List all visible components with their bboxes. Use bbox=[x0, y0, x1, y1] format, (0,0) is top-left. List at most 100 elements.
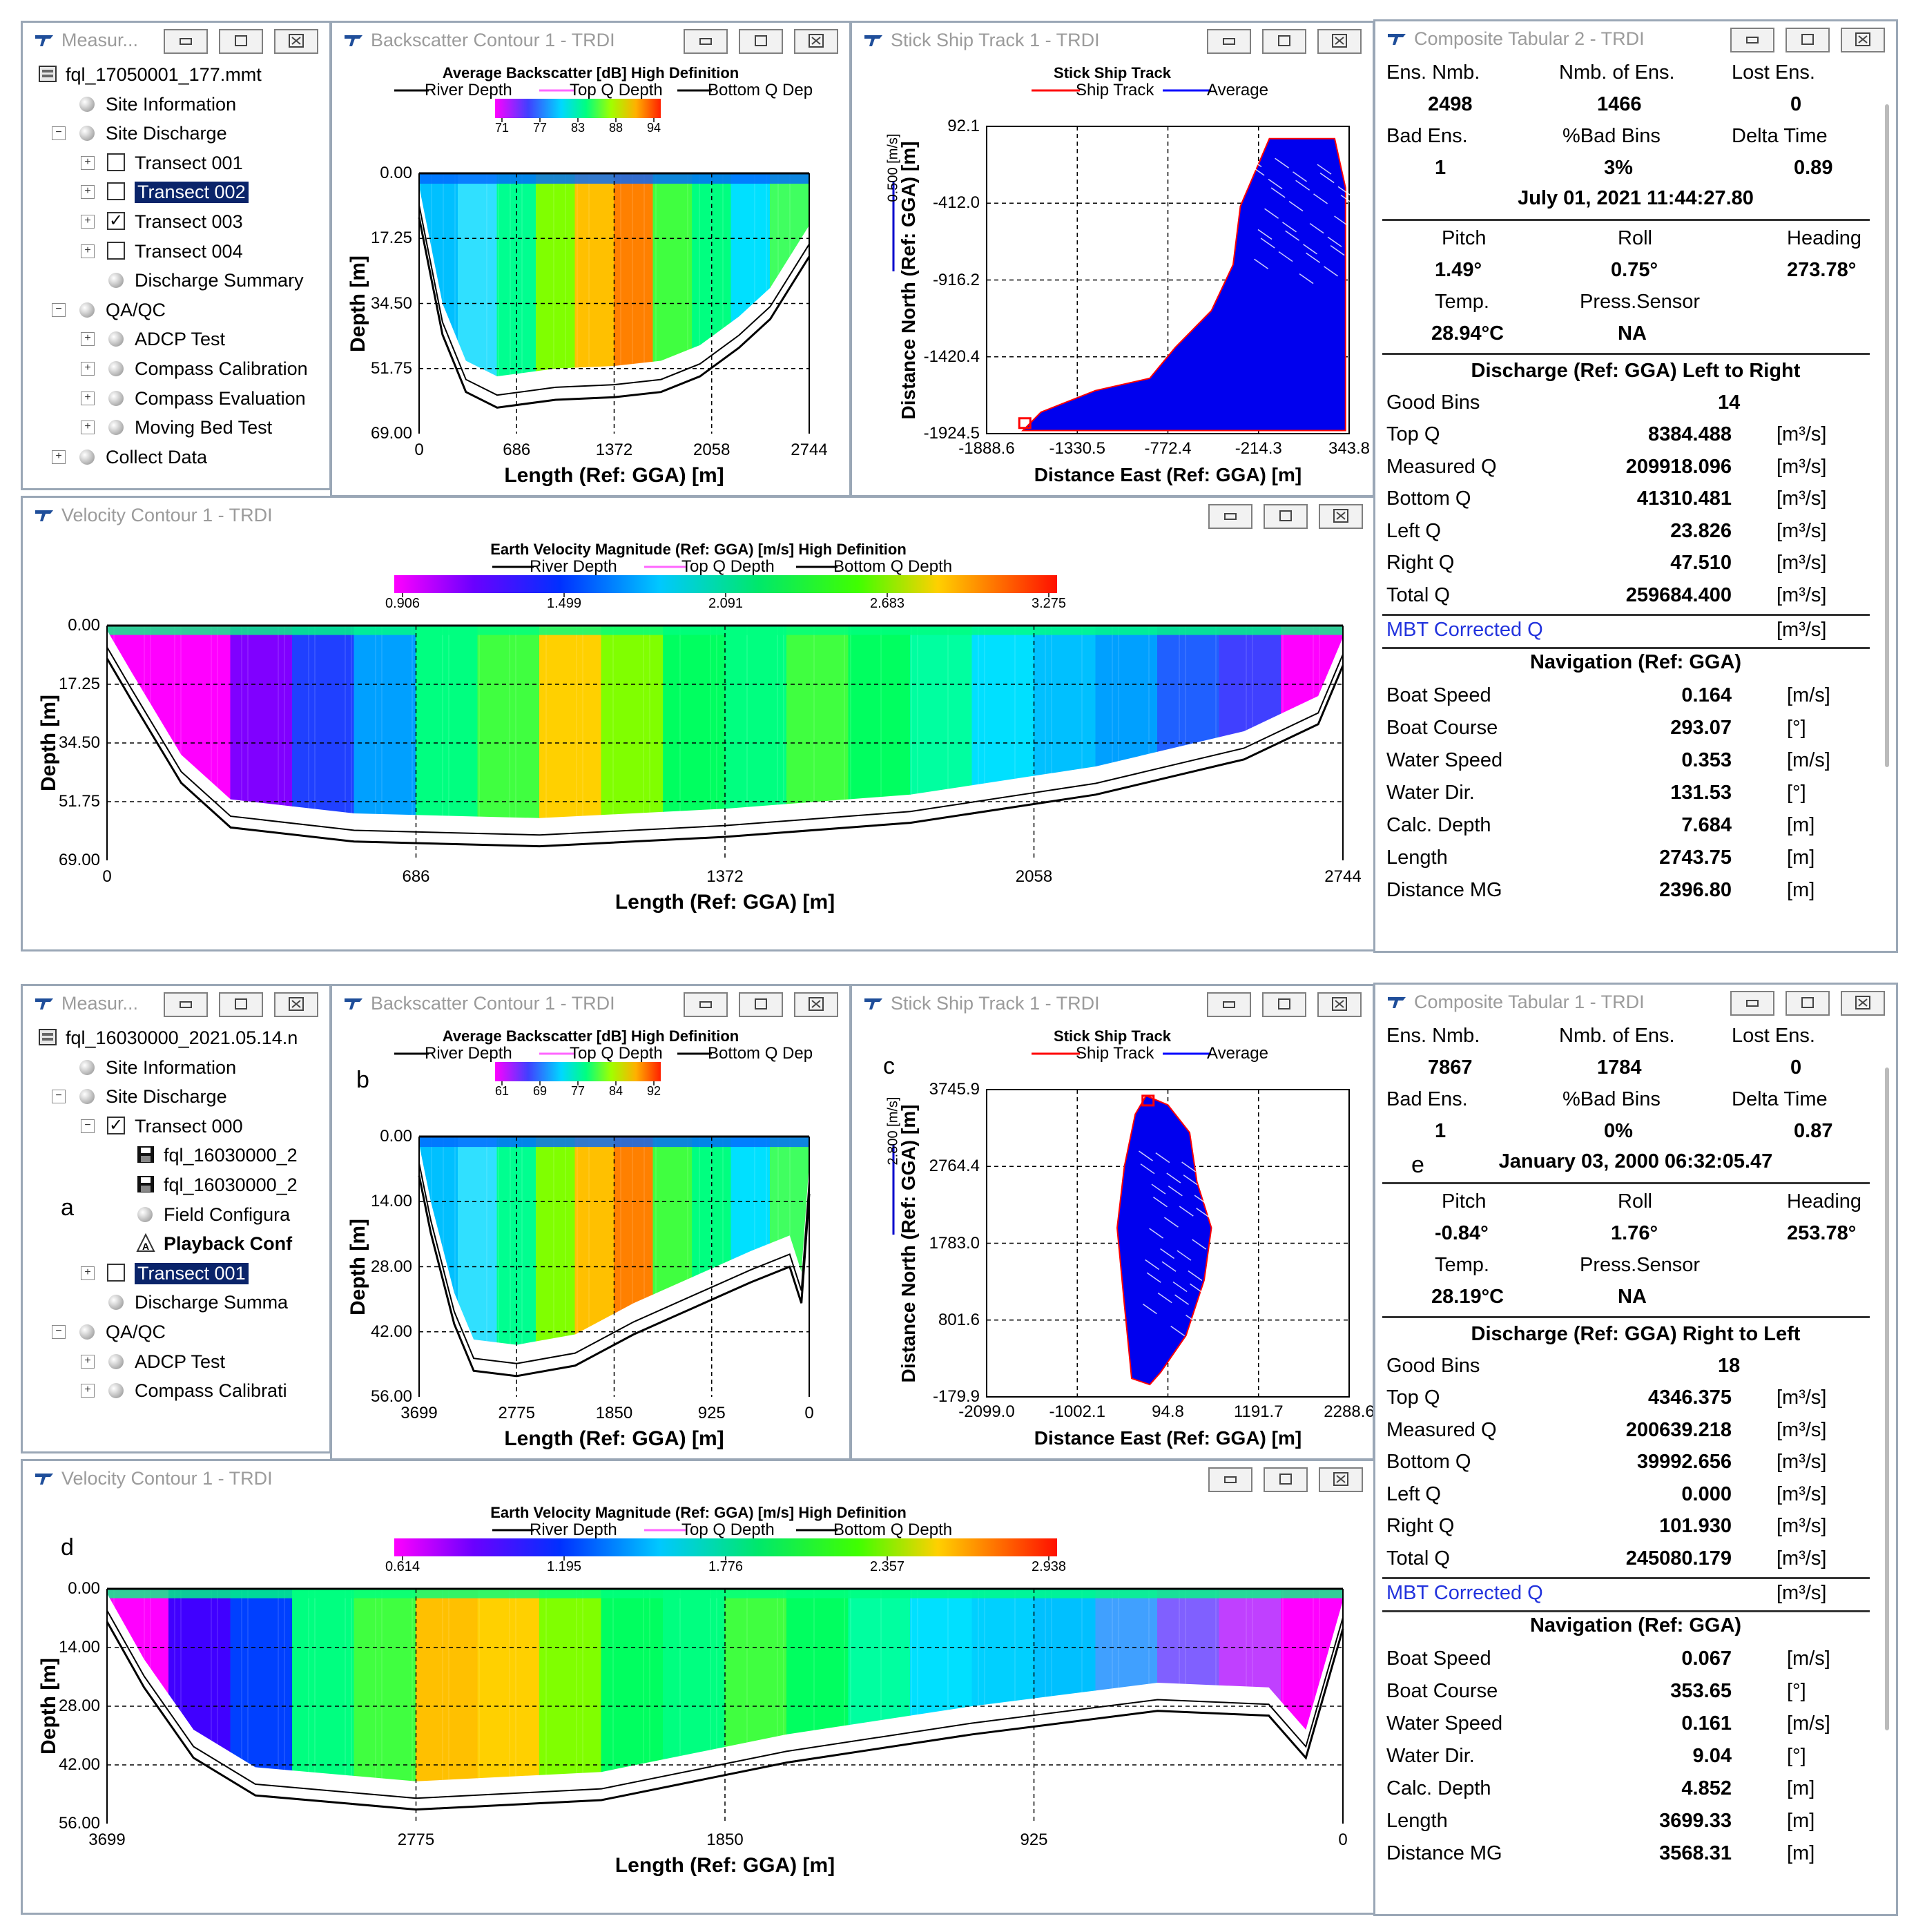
title-bar[interactable]: Measur... bbox=[23, 23, 329, 57]
expand-toggle-icon[interactable]: + bbox=[81, 332, 95, 347]
expand-toggle-icon[interactable]: + bbox=[81, 1266, 95, 1280]
tree-item[interactable]: Discharge Summa bbox=[32, 1288, 320, 1315]
measurement-tree[interactable]: fql_17050001_177.mmt Site Information − Sit… bbox=[32, 57, 320, 479]
tree-item[interactable]: + Collect Data bbox=[32, 443, 320, 470]
minimize-button[interactable] bbox=[1730, 28, 1774, 52]
velocity-contour-plot[interactable] bbox=[23, 1496, 1376, 1915]
measurement-tree[interactable]: fql_16030000_2021.05.14.n Site Informatio… bbox=[32, 1021, 320, 1442]
title-bar[interactable]: Composite Tabular 2 - TRDI bbox=[1375, 21, 1896, 56]
tree-item[interactable]: − QA/QC bbox=[32, 296, 320, 323]
transect-checkbox[interactable] bbox=[107, 182, 125, 201]
tree-item[interactable]: Field Configura bbox=[32, 1200, 320, 1228]
tree-item[interactable]: + Compass Calibrati bbox=[32, 1376, 320, 1404]
tree-item[interactable]: + Compass Evaluation bbox=[32, 384, 320, 412]
mbt-corrected-link[interactable]: MBT Corrected Q bbox=[1386, 1582, 1543, 1604]
transect-checkbox[interactable]: ✓ bbox=[107, 1116, 125, 1134]
velocity-contour-window[interactable]: Velocity Contour 1 - TRDI Earth Velocity … bbox=[21, 496, 1376, 951]
expand-toggle-icon[interactable]: + bbox=[81, 421, 95, 435]
maximize-button[interactable] bbox=[739, 29, 783, 54]
expand-toggle-icon[interactable]: − bbox=[81, 1119, 95, 1133]
measurement-window[interactable]: Measur... fql_17050001_177.mmt Site Inform… bbox=[21, 21, 331, 490]
title-bar[interactable]: Velocity Contour 1 - TRDI bbox=[23, 498, 1374, 532]
maximize-button[interactable] bbox=[1262, 992, 1306, 1017]
title-bar[interactable]: Backscatter Contour 1 - TRDI bbox=[332, 986, 849, 1021]
minimize-button[interactable] bbox=[164, 992, 208, 1017]
expand-toggle-icon[interactable]: − bbox=[52, 126, 66, 141]
tree-item[interactable]: fql_16030000_2 bbox=[32, 1141, 320, 1168]
backscatter-contour-plot[interactable] bbox=[332, 57, 851, 497]
maximize-button[interactable] bbox=[1786, 28, 1830, 52]
expand-toggle-icon[interactable]: + bbox=[81, 215, 95, 229]
tree-item[interactable]: − ✓ Transect 000 bbox=[32, 1112, 320, 1139]
vertical-scrollbar[interactable] bbox=[1885, 1068, 1889, 1730]
tree-item[interactable]: Discharge Summary bbox=[32, 266, 320, 293]
tree-item[interactable]: − QA/QC bbox=[32, 1317, 320, 1345]
title-bar[interactable]: Backscatter Contour 1 - TRDI bbox=[332, 23, 849, 57]
close-button[interactable] bbox=[1841, 991, 1885, 1016]
close-button[interactable] bbox=[274, 992, 318, 1017]
expand-toggle-icon[interactable]: − bbox=[52, 1325, 66, 1339]
expand-toggle-icon[interactable]: + bbox=[81, 1384, 95, 1398]
tree-item[interactable]: − Site Discharge bbox=[32, 1082, 320, 1110]
mbt-corrected-link[interactable]: MBT Corrected Q bbox=[1386, 619, 1543, 641]
tree-item[interactable]: + ADCP Test bbox=[32, 325, 320, 352]
tree-item[interactable]: + Transect 002 bbox=[32, 177, 320, 205]
velocity-contour-window[interactable]: Velocity Contour 1 - TRDI Earth Velocity … bbox=[21, 1459, 1376, 1915]
ship-track-window[interactable]: Stick Ship Track 1 - TRDI Stick Ship Trac… bbox=[850, 21, 1375, 497]
expand-toggle-icon[interactable]: + bbox=[81, 362, 95, 376]
close-button[interactable] bbox=[1317, 29, 1362, 54]
tree-item[interactable]: + ADCP Test bbox=[32, 1347, 320, 1375]
tree-item[interactable]: + ✓ Transect 003 bbox=[32, 207, 320, 235]
maximize-button[interactable] bbox=[1264, 504, 1308, 529]
transect-checkbox[interactable] bbox=[107, 241, 125, 260]
maximize-button[interactable] bbox=[219, 29, 263, 54]
tree-item[interactable]: Site Information bbox=[32, 1053, 320, 1081]
close-button[interactable] bbox=[274, 29, 318, 54]
close-button[interactable] bbox=[794, 992, 838, 1017]
title-bar[interactable]: Stick Ship Track 1 - TRDI bbox=[852, 986, 1373, 1021]
tree-item[interactable]: + Transect 001 bbox=[32, 148, 320, 176]
minimize-button[interactable] bbox=[1207, 992, 1251, 1017]
measurement-window[interactable]: Measur... fql_16030000_2021.05.14.n Site I… bbox=[21, 984, 331, 1453]
tree-item[interactable]: + Transect 001 bbox=[32, 1259, 320, 1286]
ship-track-window[interactable]: Stick Ship Track 1 - TRDI Stick Ship Trac… bbox=[850, 984, 1375, 1460]
expand-toggle-icon[interactable]: + bbox=[81, 155, 95, 170]
backscatter-window[interactable]: Backscatter Contour 1 - TRDI Average Back… bbox=[330, 984, 851, 1460]
tree-item[interactable]: fql_16030000_2021.05.14.n bbox=[32, 1023, 320, 1051]
title-bar[interactable]: Stick Ship Track 1 - TRDI bbox=[852, 23, 1373, 57]
transect-checkbox[interactable]: ✓ bbox=[107, 212, 125, 230]
title-bar[interactable]: Velocity Contour 1 - TRDI bbox=[23, 1461, 1374, 1496]
minimize-button[interactable] bbox=[1730, 991, 1774, 1016]
close-button[interactable] bbox=[1319, 504, 1363, 529]
minimize-button[interactable] bbox=[164, 29, 208, 54]
composite-tabular-window[interactable]: Composite Tabular 2 - TRDI Ens. Nmb. Nmb. … bbox=[1373, 19, 1898, 953]
backscatter-contour-plot[interactable] bbox=[332, 1021, 851, 1460]
expand-toggle-icon[interactable]: − bbox=[52, 302, 66, 317]
tree-item[interactable]: + Compass Calibration bbox=[32, 354, 320, 382]
tree-item[interactable]: fql_16030000_2 bbox=[32, 1170, 320, 1198]
transect-checkbox[interactable] bbox=[107, 1263, 125, 1282]
close-button[interactable] bbox=[1319, 1467, 1363, 1492]
minimize-button[interactable] bbox=[1208, 1467, 1252, 1492]
tree-item[interactable]: + Transect 004 bbox=[32, 237, 320, 264]
maximize-button[interactable] bbox=[1786, 991, 1830, 1016]
transect-checkbox[interactable] bbox=[107, 153, 125, 171]
tree-item[interactable]: A Playback Conf bbox=[32, 1229, 320, 1257]
expand-toggle-icon[interactable]: − bbox=[52, 1090, 66, 1104]
composite-tabular-window[interactable]: Composite Tabular 1 - TRDI Ens. Nmb. Nmb. … bbox=[1373, 983, 1898, 1916]
title-bar[interactable]: Measur... bbox=[23, 986, 329, 1021]
tree-item[interactable]: fql_17050001_177.mmt bbox=[32, 60, 320, 88]
ship-track-plot[interactable] bbox=[852, 1021, 1375, 1460]
maximize-button[interactable] bbox=[219, 992, 263, 1017]
close-button[interactable] bbox=[1841, 28, 1885, 52]
maximize-button[interactable] bbox=[739, 992, 783, 1017]
close-button[interactable] bbox=[794, 29, 838, 54]
vertical-scrollbar[interactable] bbox=[1885, 104, 1889, 767]
tree-item[interactable]: Site Information bbox=[32, 90, 320, 117]
expand-toggle-icon[interactable]: + bbox=[81, 185, 95, 200]
tree-item[interactable]: − Site Discharge bbox=[32, 119, 320, 146]
ship-track-plot[interactable] bbox=[852, 57, 1375, 497]
maximize-button[interactable] bbox=[1262, 29, 1306, 54]
backscatter-window[interactable]: Backscatter Contour 1 - TRDI Average Back… bbox=[330, 21, 851, 497]
tree-item[interactable]: + Moving Bed Test bbox=[32, 413, 320, 441]
